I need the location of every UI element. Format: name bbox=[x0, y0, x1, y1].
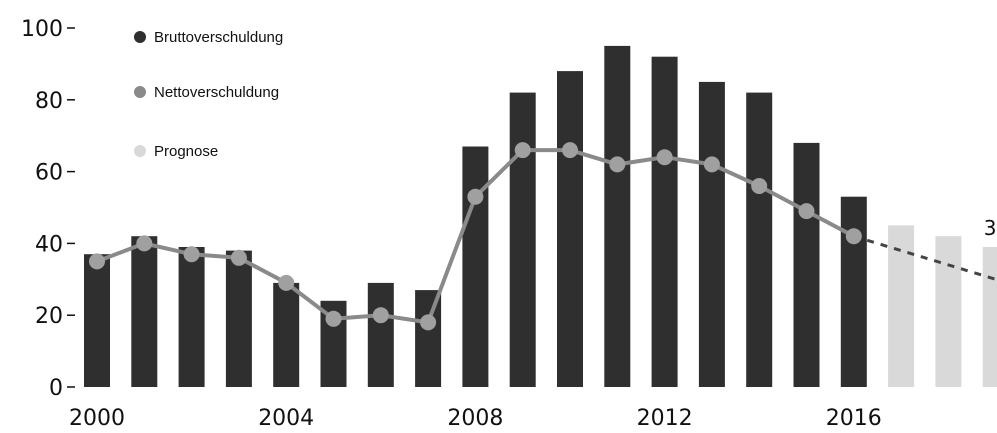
bar-bruttoverschuldung-2015 bbox=[793, 142, 820, 387]
bar-prognose-2019 bbox=[982, 247, 997, 387]
bar-bruttoverschuldung-2010 bbox=[557, 71, 583, 387]
bar-bruttoverschuldung-2014 bbox=[746, 92, 773, 387]
y-tick-label-80: 80 bbox=[35, 89, 63, 114]
forecast-value-label: 39 bbox=[984, 216, 997, 240]
net-debt-point-2008 bbox=[467, 188, 484, 205]
bar-bruttoverschuldung-2007 bbox=[415, 290, 442, 387]
net-debt-point-2006 bbox=[372, 307, 389, 324]
net-debt-point-2007 bbox=[420, 314, 437, 331]
bar-bruttoverschuldung-2003 bbox=[225, 250, 252, 387]
y-tick-label-20: 20 bbox=[35, 304, 63, 329]
bar-bruttoverschuldung-2013 bbox=[698, 81, 725, 388]
forecast-dashed-line bbox=[853, 234, 997, 281]
net-debt-point-2010 bbox=[562, 142, 578, 159]
bar-bruttoverschuldung-2016 bbox=[840, 196, 867, 387]
bars-layer bbox=[84, 45, 997, 388]
net-debt-point-2012 bbox=[656, 149, 673, 166]
y-tick-label-60: 60 bbox=[35, 161, 63, 186]
net-debt-point-2002 bbox=[183, 246, 200, 263]
bar-bruttoverschuldung-2011 bbox=[604, 45, 631, 388]
net-debt-point-2011 bbox=[609, 156, 626, 173]
bar-bruttoverschuldung-2006 bbox=[367, 282, 394, 387]
bar-bruttoverschuldung-2009 bbox=[509, 92, 536, 387]
net-debt-point-2003 bbox=[230, 249, 247, 266]
x-tick-label-2008: 2008 bbox=[447, 406, 503, 431]
net-debt-point-2001 bbox=[136, 235, 153, 252]
legend-marker-prognose bbox=[134, 145, 146, 157]
forecast-line-layer bbox=[853, 234, 997, 281]
net-debt-point-2013 bbox=[703, 156, 720, 173]
net-debt-line-layer bbox=[89, 142, 862, 331]
bar-bruttoverschuldung-2012 bbox=[651, 56, 678, 387]
bar-prognose-2017 bbox=[888, 225, 915, 387]
x-tick-label-2016: 2016 bbox=[826, 406, 882, 431]
legend: Bruttoverschuldung Nettoverschuldung Pro… bbox=[134, 29, 283, 160]
net-debt-point-2000 bbox=[89, 253, 105, 270]
net-debt-point-2005 bbox=[325, 310, 342, 327]
net-debt-point-2015 bbox=[798, 203, 815, 220]
bar-bruttoverschuldung-2000 bbox=[84, 254, 110, 387]
bar-bruttoverschuldung-2001 bbox=[131, 236, 158, 387]
y-tick-label-100: 100 bbox=[21, 17, 63, 42]
net-debt-point-2009 bbox=[514, 142, 531, 159]
bar-bruttoverschuldung-2002 bbox=[178, 247, 205, 387]
bar-bruttoverschuldung-2004 bbox=[273, 282, 300, 387]
y-tick-label-40: 40 bbox=[35, 232, 63, 257]
legend-marker-brutto bbox=[134, 31, 146, 43]
x-tick-label-2004: 2004 bbox=[258, 406, 314, 431]
axes-layer: 0 20 40 60 80 100 2000 2004 2008 2012 2016 bbox=[21, 17, 882, 431]
annotation-layer: 39 bbox=[984, 216, 997, 240]
legend-label-netto: Nettoverschuldung bbox=[154, 84, 279, 101]
net-debt-point-2016 bbox=[845, 228, 862, 245]
y-tick-label-0: 0 bbox=[49, 376, 63, 401]
x-tick-label-2000: 2000 bbox=[69, 406, 125, 431]
x-tick-label-2012: 2012 bbox=[637, 406, 693, 431]
bar-bruttoverschuldung-2008 bbox=[462, 146, 489, 387]
net-debt-point-2014 bbox=[751, 178, 768, 194]
legend-label-prognose: Prognose bbox=[154, 143, 218, 160]
legend-marker-netto bbox=[134, 86, 146, 98]
legend-label-brutto: Bruttoverschuldung bbox=[154, 29, 283, 46]
net-debt-point-2004 bbox=[278, 274, 295, 291]
bar-prognose-2018 bbox=[935, 236, 962, 387]
